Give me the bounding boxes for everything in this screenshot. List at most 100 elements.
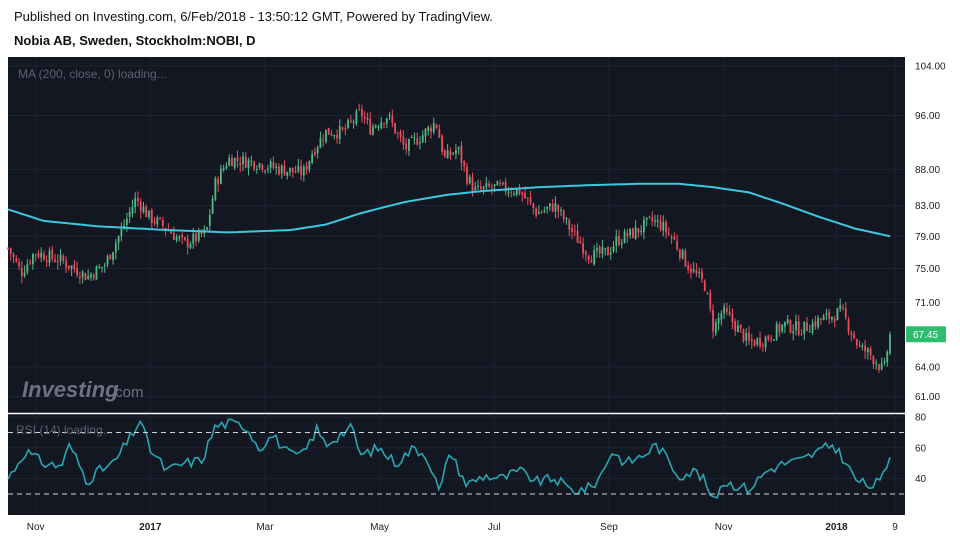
candle-body: [206, 227, 208, 230]
candle-body: [421, 135, 424, 143]
candle-body: [87, 275, 90, 279]
candle-body: [117, 236, 120, 244]
candle-body: [839, 305, 842, 310]
candle-body: [20, 267, 23, 277]
candle-body: [784, 321, 786, 327]
candle-body: [388, 115, 391, 117]
candle-body: [208, 214, 211, 226]
candle-body: [651, 217, 654, 221]
candle-body: [601, 246, 604, 254]
candle-body: [120, 228, 123, 237]
candle-body: [739, 324, 742, 329]
candle-body: [584, 251, 587, 255]
candle-body: [471, 177, 474, 191]
candle-body: [676, 240, 679, 250]
candle-body: [59, 254, 62, 262]
candle-body: [54, 259, 56, 262]
candle-body: [562, 210, 565, 220]
candle-body: [775, 323, 778, 340]
candle-body: [665, 221, 667, 233]
candle-body: [280, 165, 283, 174]
svg-text:.com: .com: [111, 384, 144, 401]
candle-body: [803, 321, 806, 334]
last-price-tag: 67.45: [906, 326, 946, 343]
candle-body: [485, 182, 488, 187]
candle-body: [526, 197, 529, 199]
candle-body: [31, 253, 34, 264]
candle-body: [300, 166, 302, 176]
candle-body: [355, 111, 358, 124]
candle-body: [499, 183, 502, 185]
candle-body: [278, 166, 280, 175]
date-tick-label: 2017: [139, 522, 162, 533]
candle-body: [502, 182, 504, 184]
candle-body: [814, 320, 817, 327]
candle-body: [656, 220, 659, 222]
candle-body: [266, 168, 269, 170]
candle-body: [620, 242, 623, 245]
candle-body: [698, 272, 701, 274]
candle-body: [81, 271, 84, 278]
date-tick-label: Nov: [715, 522, 733, 533]
candle-body: [383, 123, 385, 125]
candle-body: [847, 319, 850, 332]
candle-body: [344, 128, 347, 130]
candle-body: [728, 311, 731, 315]
price-tick-label: 61.00: [915, 392, 940, 403]
candle-body: [195, 233, 197, 242]
candle-body: [242, 156, 244, 165]
candle-body: [347, 119, 349, 128]
published-caption: Published on Investing.com, 6/Feb/2018 -…: [14, 9, 493, 24]
candle-body: [48, 250, 51, 263]
candle-body: [222, 168, 225, 171]
candle-body: [455, 149, 457, 154]
candle-body: [172, 232, 175, 240]
candle-body: [565, 218, 568, 220]
candle-body: [712, 309, 714, 332]
rsi-axis: 80 60 40: [915, 413, 927, 486]
candle-body: [789, 320, 792, 333]
candle-body: [883, 361, 886, 363]
candle-body: [819, 318, 822, 320]
candle-body: [449, 151, 452, 156]
candle-body: [150, 210, 153, 224]
candle-body: [78, 276, 81, 279]
symbol-title: Nobia AB, Sweden, Stockholm:NOBI, D: [14, 33, 256, 48]
candle-body: [189, 243, 192, 248]
candle-body: [12, 254, 15, 258]
candle-body: [239, 162, 242, 166]
price-tick-label: 88.00: [915, 165, 940, 176]
candle-body: [123, 225, 126, 228]
candle-body: [311, 154, 314, 163]
candle-body: [878, 364, 880, 370]
candle-body: [62, 256, 65, 262]
candle-body: [148, 210, 150, 217]
candle-body: [302, 167, 305, 176]
candle-body: [192, 233, 195, 244]
candle-body: [889, 334, 891, 354]
rsi-tick-label: 80: [915, 413, 927, 424]
candle-body: [361, 108, 363, 117]
candle-body: [540, 212, 543, 214]
candle-body: [186, 238, 189, 248]
candle-body: [316, 147, 319, 154]
candle-body: [319, 137, 322, 148]
candle-body: [529, 197, 532, 203]
candle-body: [808, 331, 811, 333]
candle-body: [568, 219, 571, 230]
candle-body: [430, 127, 432, 132]
candle-body: [554, 203, 557, 212]
candle-body: [211, 198, 214, 214]
candle-body: [308, 161, 311, 170]
candle-body: [145, 206, 148, 217]
candle-body: [612, 246, 615, 252]
date-tick-label: Sep: [600, 522, 618, 533]
candle-body: [557, 204, 560, 212]
candle-body: [372, 126, 374, 135]
candle-body: [283, 165, 286, 176]
candle-body: [463, 161, 466, 167]
candle-body: [858, 345, 861, 347]
candle-body: [623, 231, 626, 243]
candle-body: [156, 217, 159, 225]
